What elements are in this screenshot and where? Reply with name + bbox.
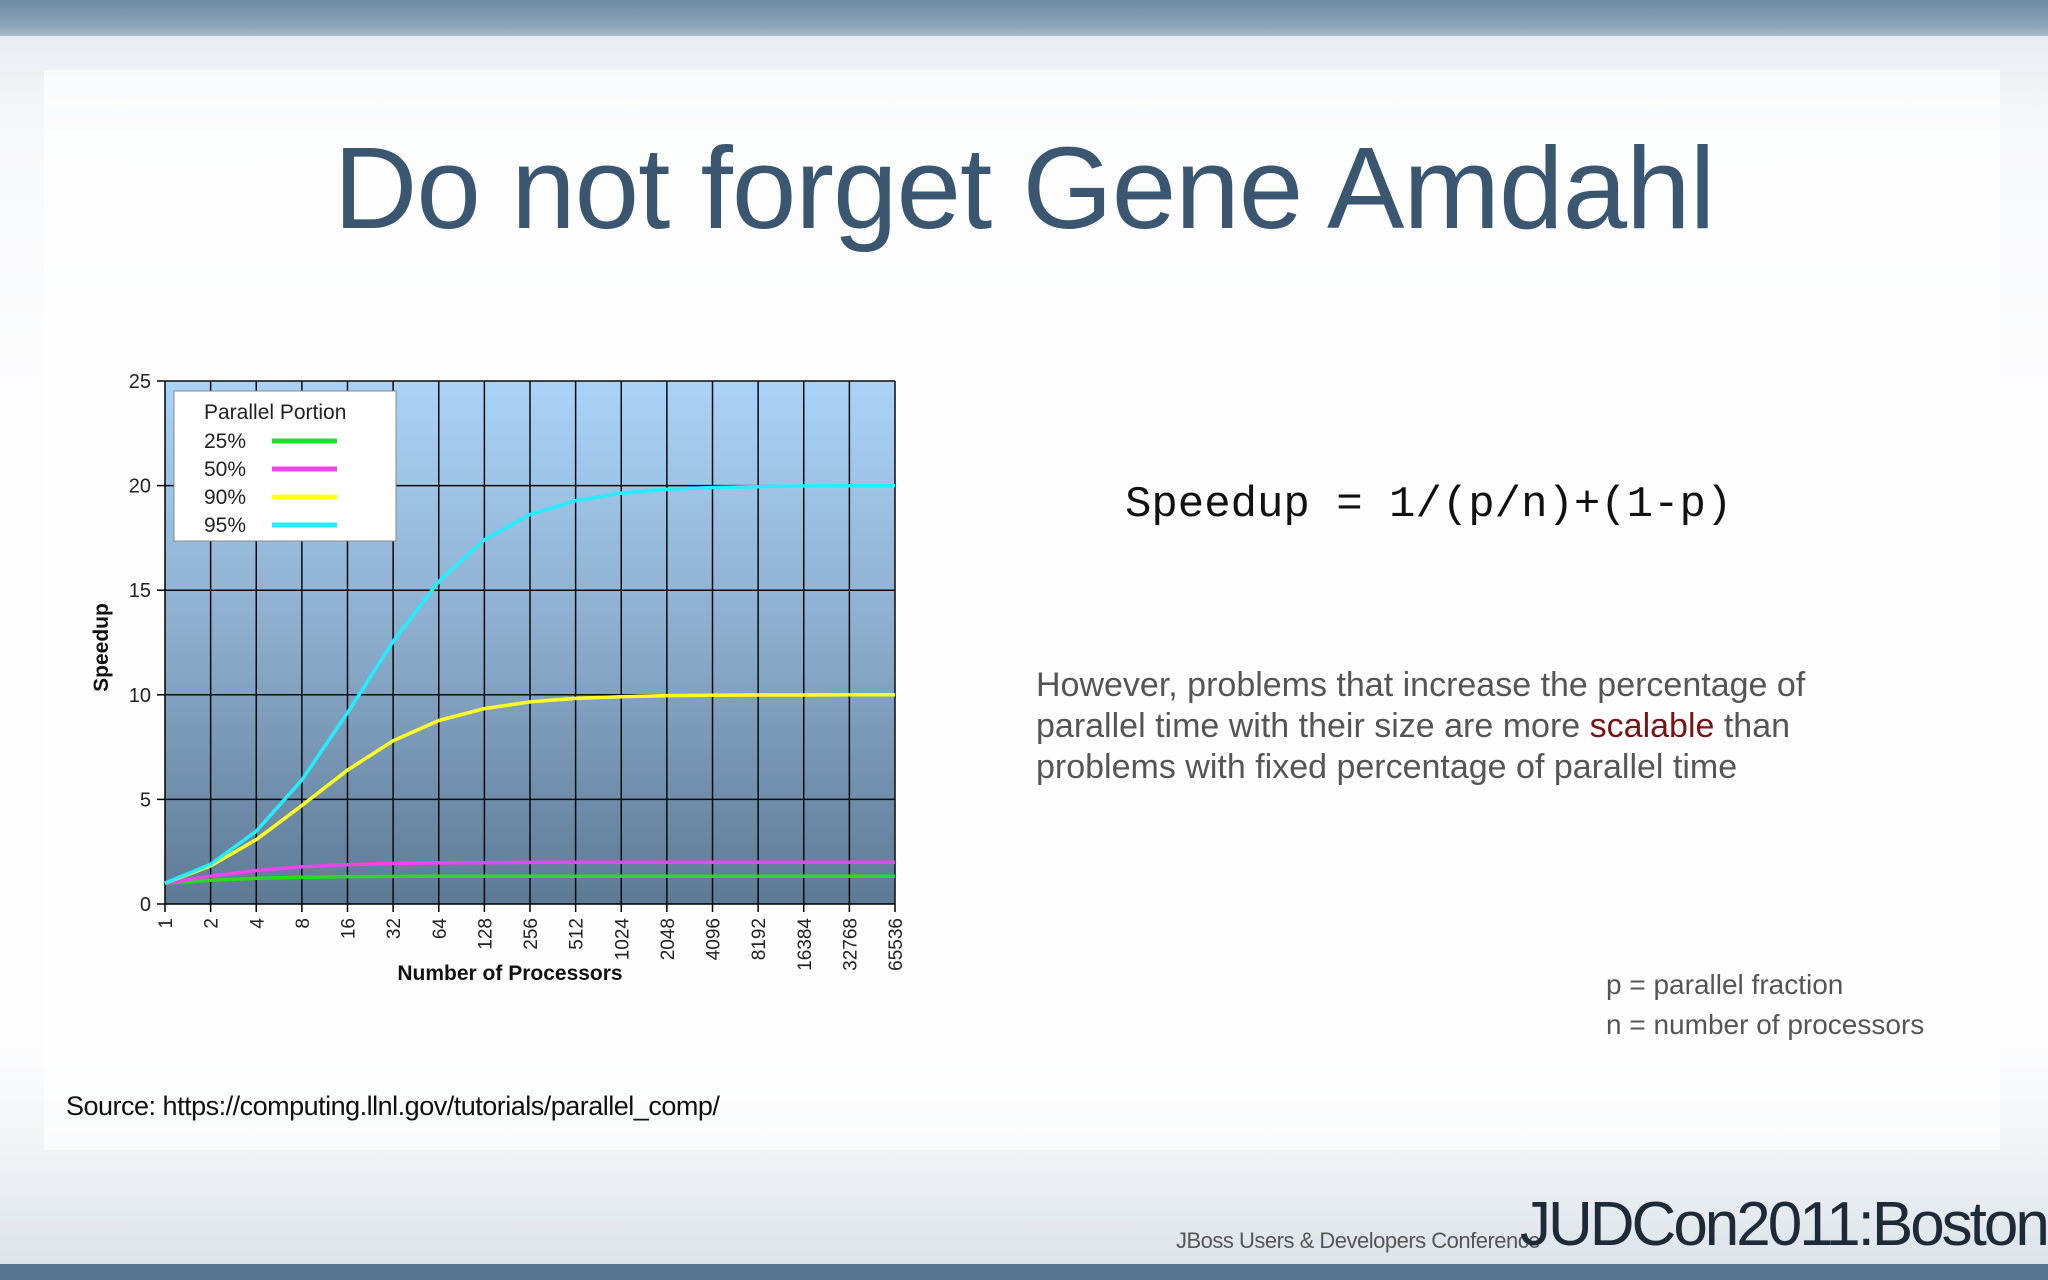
- y-axis-title: Speedup: [90, 603, 113, 692]
- x-tick-label: 32: [384, 918, 405, 939]
- chart-legend: Parallel Portion 25% 50% 90% 95%: [173, 390, 397, 542]
- x-tick-label: 4: [247, 918, 268, 929]
- x-tick-label: 4096: [704, 918, 725, 960]
- scalable-highlight: scalable: [1589, 707, 1715, 745]
- legend-box: [173, 390, 397, 542]
- speedup-chart: 0 5 10 15 20 25 1 2 4 8 16 32 64 128 256 512 1024 2048 409…: [80, 365, 920, 1005]
- x-tick-label: 16: [339, 918, 360, 939]
- x-axis-title: Number of Processors: [397, 962, 622, 985]
- x-tick-label: 128: [475, 918, 496, 950]
- x-tick-label: 512: [567, 918, 588, 950]
- x-tick-label: 16384: [795, 918, 816, 971]
- x-tick-label: 1: [156, 918, 177, 929]
- y-tick-label: 20: [129, 476, 151, 498]
- series-line-90pct: [164, 693, 895, 885]
- legend-label: 25%: [204, 430, 246, 453]
- paragraph-text-before: However, problems that increase the perc…: [1036, 666, 1806, 745]
- conference-logo: JUDCon2011:Boston: [1520, 1190, 2048, 1259]
- y-tick-label: 15: [129, 580, 151, 602]
- speedup-formula: Speedup = 1/(p/n)+(1-p): [1125, 480, 1733, 530]
- definition-n: n = number of processors: [1606, 1009, 1925, 1040]
- x-tick-label: 2048: [658, 918, 679, 960]
- legend-title: Parallel Portion: [204, 401, 346, 424]
- legend-label: 50%: [204, 458, 246, 481]
- bottom-bar: [0, 1264, 2048, 1280]
- legend-label: 95%: [204, 514, 246, 537]
- y-tick-label: 0: [140, 894, 151, 916]
- y-tick-label: 10: [129, 685, 151, 707]
- y-tick-label: 5: [140, 789, 151, 811]
- x-tick-label: 8: [293, 918, 314, 929]
- x-tick-label: 32768: [840, 918, 861, 971]
- x-tick-label: 1024: [612, 918, 633, 961]
- scalability-paragraph: However, problems that increase the perc…: [1036, 665, 1916, 788]
- definition-p: p = parallel fraction: [1606, 969, 1844, 1000]
- x-tick-label: 65536: [886, 918, 907, 971]
- series-line-50pct: [164, 860, 895, 885]
- conference-name: JBoss Users & Developers Conference: [1176, 1228, 1541, 1253]
- variable-definitions: p = parallel fraction n = number of proc…: [1606, 965, 1924, 1045]
- x-tick-label: 256: [521, 918, 542, 950]
- x-tick-label: 8192: [749, 918, 770, 960]
- series-line-25pct: [164, 874, 895, 885]
- x-tick-label: 64: [430, 918, 451, 940]
- paragraph-text-after: than problems with fixed percentage of p…: [1036, 707, 1791, 786]
- y-tick-label: 25: [129, 371, 151, 393]
- top-bar: [0, 0, 2048, 36]
- legend-label: 90%: [204, 486, 246, 509]
- slide-title: Do not forget Gene Amdahl: [333, 123, 1716, 253]
- speedup-chart-svg: 0 5 10 15 20 25 1 2 4 8 16 32 64 128 256 512 1024 2048 409…: [90, 371, 907, 985]
- source-citation: Source: https://computing.llnl.gov/tutor…: [66, 1091, 720, 1121]
- x-tick-label: 2: [202, 918, 223, 929]
- series-line-95pct: [164, 484, 895, 885]
